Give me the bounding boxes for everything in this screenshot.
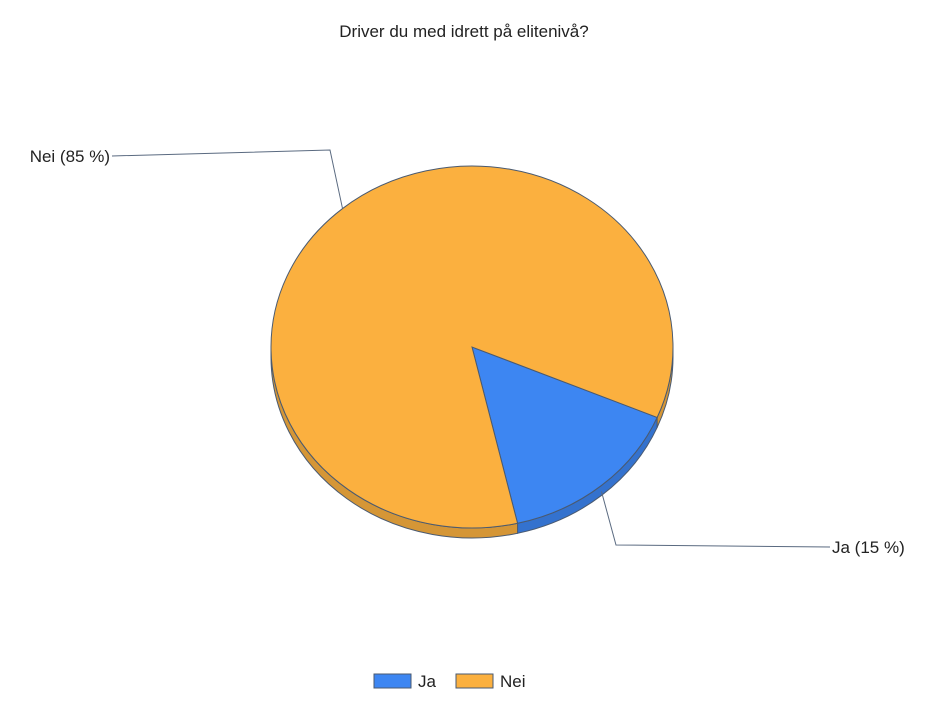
legend-label-nei: Nei bbox=[500, 672, 526, 691]
slice-labels: Ja (15 %) Nei (85 %) bbox=[30, 147, 905, 557]
leader-line-nei bbox=[111, 149, 344, 209]
legend-swatch-ja bbox=[373, 673, 412, 689]
slice-label-ja: Ja (15 %) bbox=[832, 538, 905, 557]
legend-item-ja: Ja bbox=[373, 672, 437, 691]
pie-slice-ja bbox=[471, 346, 658, 524]
slice-label-nei: Nei (85 %) bbox=[30, 147, 110, 166]
chart-title: Driver du med idrett på elitenivå? bbox=[339, 22, 588, 41]
pie-slice-nei bbox=[270, 165, 674, 529]
leader-line-ja bbox=[600, 491, 831, 548]
leader-lines bbox=[111, 149, 831, 548]
legend-label-ja: Ja bbox=[418, 672, 437, 691]
legend-item-nei: Nei bbox=[455, 672, 526, 691]
pie-top-layer bbox=[270, 165, 674, 529]
legend: Ja Nei bbox=[373, 672, 526, 691]
legend-swatch-nei bbox=[455, 673, 494, 689]
